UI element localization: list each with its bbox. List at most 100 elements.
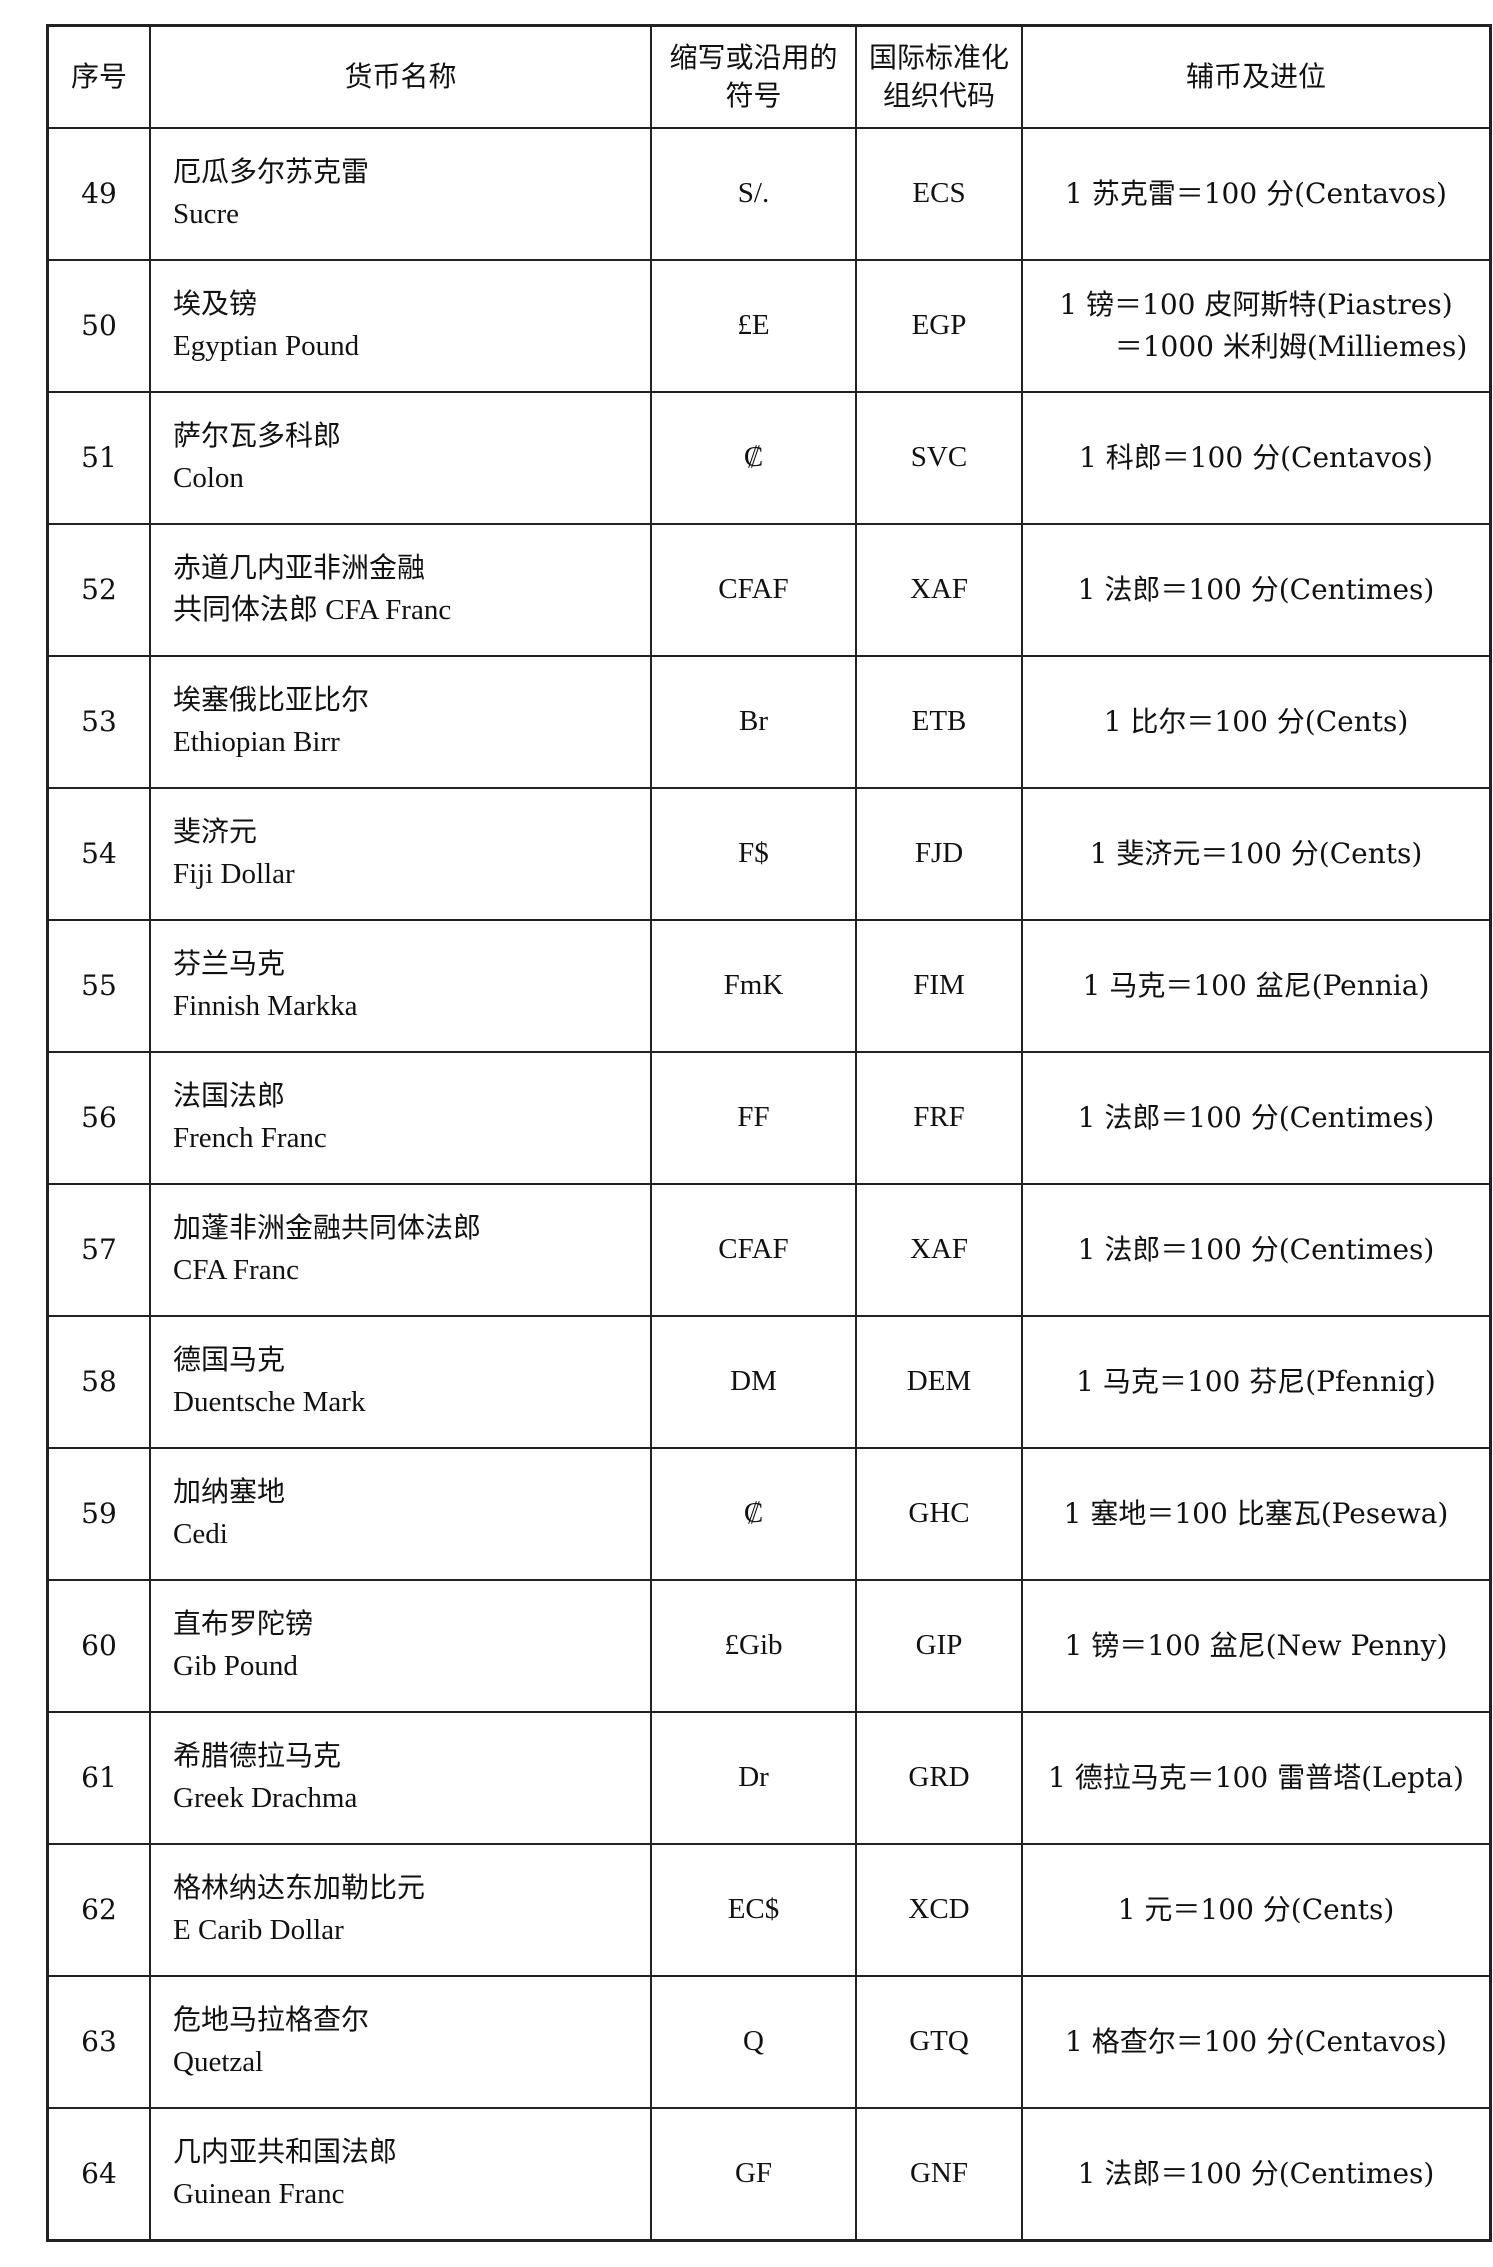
currency-symbol: ₡ [650, 1447, 857, 1581]
row-number: 60 [46, 1579, 151, 1713]
subunit-text: 1 镑＝100 皮阿斯特(Piastres) [1059, 288, 1453, 321]
row-number: 54 [46, 787, 151, 921]
subunit-text: 1 元＝100 分(Cents) [1117, 1893, 1395, 1926]
subunit: 1 德拉马克＝100 雷普塔(Lepta) [1021, 1711, 1492, 1845]
header-name: 货币名称 [149, 24, 652, 129]
currency-name: 芬兰马克 Finnish Markka [149, 919, 652, 1053]
currency-symbol: CFAF [650, 1183, 857, 1317]
currency-name-cn: 埃及镑 [173, 287, 258, 321]
currency-name-en: Sucre [173, 198, 240, 231]
row-number: 57 [46, 1183, 151, 1317]
table-row: 61 希腊德拉马克 Greek Drachma Dr GRD 1 德拉马克＝100 雷普塔… [46, 1711, 1492, 1845]
subunit-text-2: ＝1000 米利姆(Milliemes) [1114, 330, 1468, 363]
table-row: 50 埃及镑 Egyptian Pound £E EGP 1 镑＝100 皮阿斯特(Pia… [46, 259, 1492, 393]
currency-name-cn: 赤道几内亚非洲金融 [173, 551, 426, 585]
currency-name: 危地马拉格查尔 Quetzal [149, 1975, 652, 2109]
table-row: 49 厄瓜多尔苏克雷 Sucre S/. ECS 1 苏克雷＝100 分(Centavos… [46, 127, 1492, 261]
iso-code: XAF [855, 523, 1023, 657]
row-number: 59 [46, 1447, 151, 1581]
table-row: 54 斐济元 Fiji Dollar F$ FJD 1 斐济元＝100 分(Cents) [46, 787, 1492, 921]
currency-symbol: S/. [650, 127, 857, 261]
subunit-text: 1 德拉马克＝100 雷普塔(Lepta) [1048, 1761, 1464, 1794]
iso-code: EGP [855, 259, 1023, 393]
table-row: 57 加蓬非洲金融共同体法郎 CFA Franc CFAF XAF 1 法郎＝100 分(… [46, 1183, 1492, 1317]
subunit: 1 镑＝100 盆尼(New Penny) [1021, 1579, 1492, 1713]
currency-symbol: DM [650, 1315, 857, 1449]
header-subunit: 辅币及进位 [1021, 24, 1492, 129]
row-number: 61 [46, 1711, 151, 1845]
currency-name-en: Egyptian Pound [173, 330, 360, 363]
iso-code: GNF [855, 2107, 1023, 2242]
subunit-text: 1 比尔＝100 分(Cents) [1103, 705, 1409, 738]
iso-code: GTQ [855, 1975, 1023, 2109]
table-row: 53 埃塞俄比亚比尔 Ethiopian Birr Br ETB 1 比尔＝100 分(C… [46, 655, 1492, 789]
header-row: 序号 货币名称 缩写或沿用的符号 国际标准化组织代码 辅币及进位 [46, 24, 1492, 129]
currency-symbol: Q [650, 1975, 857, 2109]
iso-code: SVC [855, 391, 1023, 525]
currency-name: 格林纳达东加勒比元 E Carib Dollar [149, 1843, 652, 1977]
currency-name: 加纳塞地 Cedi [149, 1447, 652, 1581]
subunit: 1 元＝100 分(Cents) [1021, 1843, 1492, 1977]
currency-name-en: Colon [173, 462, 244, 495]
iso-code: GIP [855, 1579, 1023, 1713]
iso-code: FJD [855, 787, 1023, 921]
subunit: 1 法郎＝100 分(Centimes) [1021, 2107, 1492, 2242]
iso-code: FIM [855, 919, 1023, 1053]
header-symbol: 缩写或沿用的符号 [650, 24, 857, 129]
table-row: 55 芬兰马克 Finnish Markka FmK FIM 1 马克＝100 盆尼(Pe… [46, 919, 1492, 1053]
subunit-text: 1 马克＝100 芬尼(Pfennig) [1076, 1365, 1436, 1398]
currency-name-en: Fiji Dollar [173, 858, 295, 891]
currency-name-en: Gib Pound [173, 1650, 298, 1683]
iso-code: ETB [855, 655, 1023, 789]
currency-name-cn: 直布罗陀镑 [173, 1607, 314, 1641]
iso-code: XAF [855, 1183, 1023, 1317]
iso-code: DEM [855, 1315, 1023, 1449]
currency-name-cn: 法国法郎 [173, 1079, 286, 1113]
currency-name: 斐济元 Fiji Dollar [149, 787, 652, 921]
table-row: 63 危地马拉格查尔 Quetzal Q GTQ 1 格查尔＝100 分(Centavos… [46, 1975, 1492, 2109]
iso-code: GRD [855, 1711, 1023, 1845]
currency-symbol: F$ [650, 787, 857, 921]
iso-code: FRF [855, 1051, 1023, 1185]
row-number: 55 [46, 919, 151, 1053]
currency-symbol: EC$ [650, 1843, 857, 1977]
row-number: 56 [46, 1051, 151, 1185]
subunit: 1 塞地＝100 比塞瓦(Pesewa) [1021, 1447, 1492, 1581]
header-iso-code: 国际标准化组织代码 [855, 24, 1023, 129]
header-symbol-label: 缩写或沿用的符号 [669, 41, 838, 112]
subunit-text: 1 马克＝100 盆尼(Pennia) [1082, 969, 1430, 1002]
currency-symbol: Dr [650, 1711, 857, 1845]
header-iso-label: 国际标准化组织代码 [868, 41, 1009, 112]
row-number: 53 [46, 655, 151, 789]
subunit-text: 1 法郎＝100 分(Centimes) [1077, 1101, 1435, 1134]
subunit-text: 1 法郎＝100 分(Centimes) [1077, 1233, 1435, 1266]
currency-name-cn: 斐济元 [173, 815, 258, 849]
table-row: 59 加纳塞地 Cedi ₡ GHC 1 塞地＝100 比塞瓦(Pesewa) [46, 1447, 1492, 1581]
subunit: 1 科郎＝100 分(Centavos) [1021, 391, 1492, 525]
row-number: 51 [46, 391, 151, 525]
currency-symbol: FmK [650, 919, 857, 1053]
subunit: 1 斐济元＝100 分(Cents) [1021, 787, 1492, 921]
currency-name-en: Ethiopian Birr [173, 726, 340, 759]
table-row: 52 赤道几内亚非洲金融 共同体法郎 CFA Franc CFAF XAF 1 法郎＝10… [46, 523, 1492, 657]
currency-name-en: Quetzal [173, 2046, 264, 2079]
currency-name-en: Greek Drachma [173, 1782, 358, 1815]
currency-name-en: CFA Franc [173, 1254, 299, 1287]
row-number: 52 [46, 523, 151, 657]
subunit: 1 法郎＝100 分(Centimes) [1021, 523, 1492, 657]
currency-name: 希腊德拉马克 Greek Drachma [149, 1711, 652, 1845]
currency-name-cn: 格林纳达东加勒比元 [173, 1871, 426, 1905]
currency-name-cn: 厄瓜多尔苏克雷 [173, 155, 370, 189]
currency-name-en: Cedi [173, 1518, 228, 1551]
subunit-text: 1 斐济元＝100 分(Cents) [1089, 837, 1423, 870]
currency-name: 埃塞俄比亚比尔 Ethiopian Birr [149, 655, 652, 789]
subunit: 1 镑＝100 皮阿斯特(Piastres) ＝1000 米利姆(Millieme… [1021, 259, 1492, 393]
currency-symbol: Br [650, 655, 857, 789]
row-number: 58 [46, 1315, 151, 1449]
currency-name-en: French Franc [173, 1122, 327, 1155]
currency-symbol: ₡ [650, 391, 857, 525]
currency-name: 加蓬非洲金融共同体法郎 CFA Franc [149, 1183, 652, 1317]
currency-name-cn: 加蓬非洲金融共同体法郎 [173, 1211, 482, 1245]
row-number: 64 [46, 2107, 151, 2242]
iso-code: ECS [855, 127, 1023, 261]
